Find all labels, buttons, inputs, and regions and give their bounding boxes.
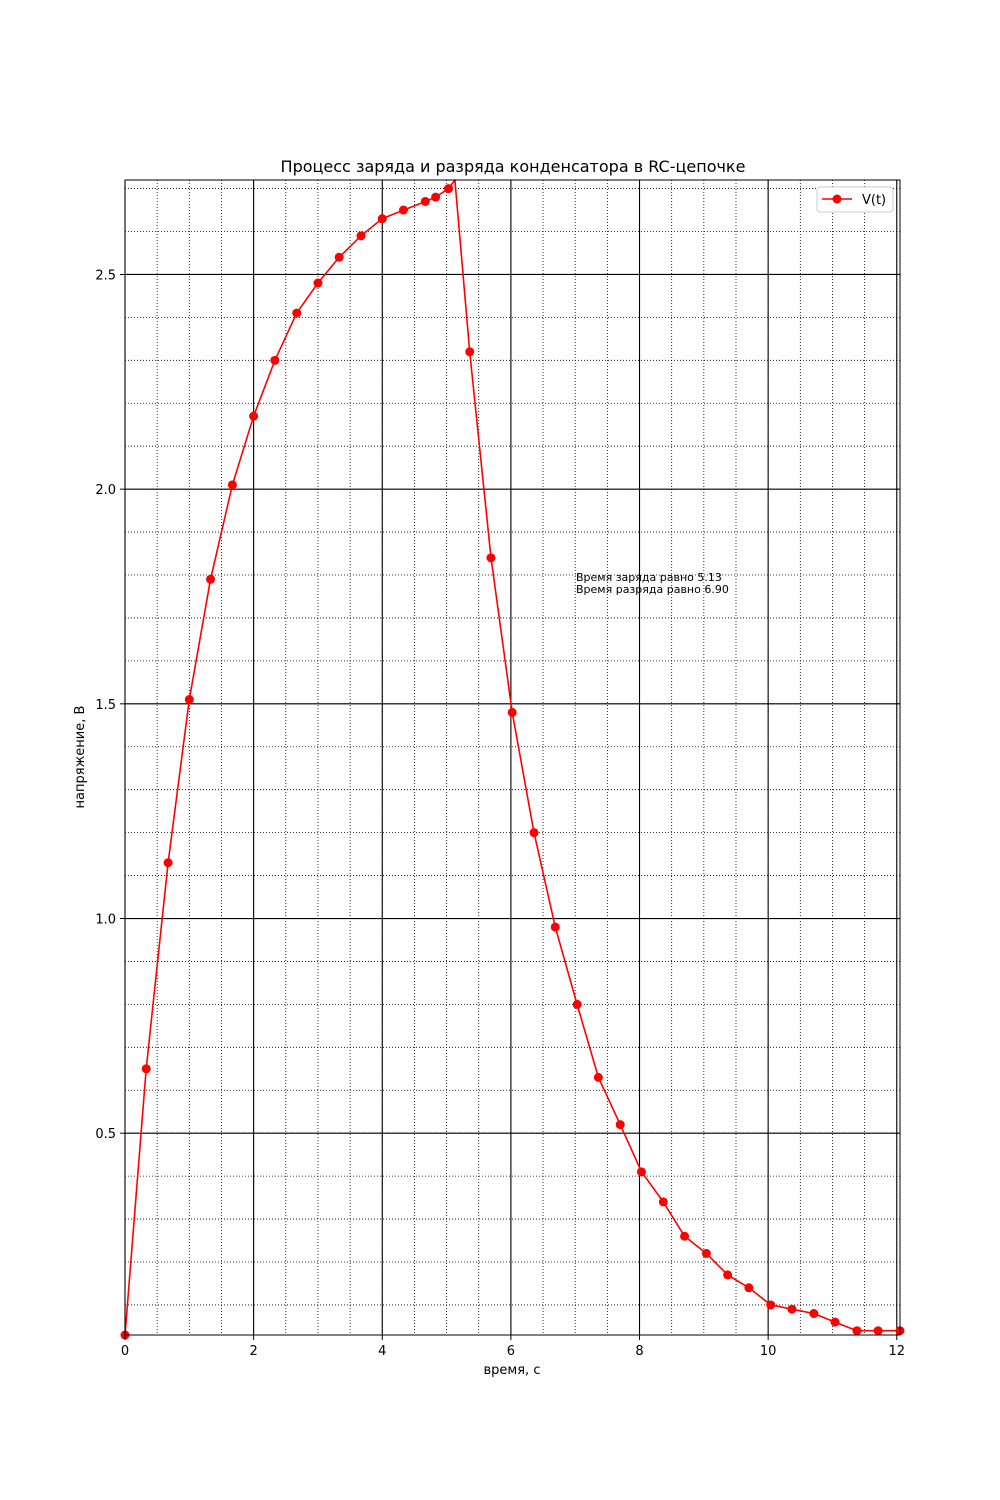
legend-label: V(t) <box>862 193 886 208</box>
series-layer <box>120 179 905 1340</box>
data-point <box>420 196 430 206</box>
data-point <box>356 231 366 241</box>
data-point <box>572 999 582 1009</box>
data-point <box>658 1197 668 1207</box>
data-point <box>465 347 475 357</box>
data-point <box>227 480 237 490</box>
data-point <box>184 695 194 705</box>
legend-box <box>816 186 894 213</box>
y-tick-label: 0.5 <box>95 1127 116 1142</box>
x-tick-label: 2 <box>249 1344 257 1359</box>
data-point <box>744 1283 754 1293</box>
y-tick-label: 1.0 <box>95 913 116 928</box>
y-tick-label: 1.5 <box>95 698 116 713</box>
charge-time-annotation: Время заряда равно 5.13 <box>576 571 722 584</box>
data-point <box>313 278 323 288</box>
y-axis-label: напряжение, В <box>73 706 88 809</box>
x-axis-label: время, с <box>484 1363 541 1378</box>
x-tick-label: 10 <box>760 1344 777 1359</box>
data-point <box>507 707 517 717</box>
x-tick-label: 6 <box>507 1344 515 1359</box>
data-point <box>249 411 259 421</box>
data-point <box>270 355 280 365</box>
data-point <box>550 922 560 932</box>
data-point <box>787 1304 797 1314</box>
y-tick-label: 2.5 <box>95 268 116 283</box>
data-point <box>615 1120 625 1130</box>
legend: V(t) <box>816 186 894 213</box>
chart-title: Процесс заряда и разряда конденсатора в … <box>281 157 746 176</box>
x-tick-label: 12 <box>889 1344 906 1359</box>
data-point <box>636 1167 646 1177</box>
data-point <box>334 252 344 262</box>
data-point <box>680 1231 690 1241</box>
data-point <box>141 1064 151 1074</box>
data-point <box>701 1248 711 1258</box>
data-point <box>486 553 496 563</box>
data-point <box>809 1309 819 1319</box>
data-point <box>723 1270 733 1280</box>
discharge-time-annotation: Время разряда равно 6.90 <box>576 583 729 596</box>
x-tick-label: 4 <box>378 1344 386 1359</box>
data-point <box>852 1326 862 1336</box>
data-point <box>766 1300 776 1310</box>
y-tick-label: 2.0 <box>95 483 116 498</box>
data-point <box>431 192 441 202</box>
minor-grid <box>124 180 900 1335</box>
data-point <box>593 1072 603 1082</box>
data-point <box>377 214 387 224</box>
data-point <box>830 1317 840 1327</box>
data-point <box>163 858 173 868</box>
data-point <box>529 828 539 838</box>
legend-marker <box>832 194 842 204</box>
plot-frame <box>124 179 901 1336</box>
major-grid <box>124 180 900 1335</box>
ticks-layer: 0 2 4 6 8 10 12 0.5 1.0 1.5 2.0 2.5 <box>95 268 905 1359</box>
series-line-vt <box>124 179 900 1336</box>
x-tick-label: 0 <box>121 1344 129 1359</box>
data-point <box>292 308 302 318</box>
data-point <box>873 1326 883 1336</box>
x-tick-label: 8 <box>635 1344 643 1359</box>
data-point <box>206 574 216 584</box>
data-point <box>398 205 408 215</box>
data-point <box>444 184 454 194</box>
